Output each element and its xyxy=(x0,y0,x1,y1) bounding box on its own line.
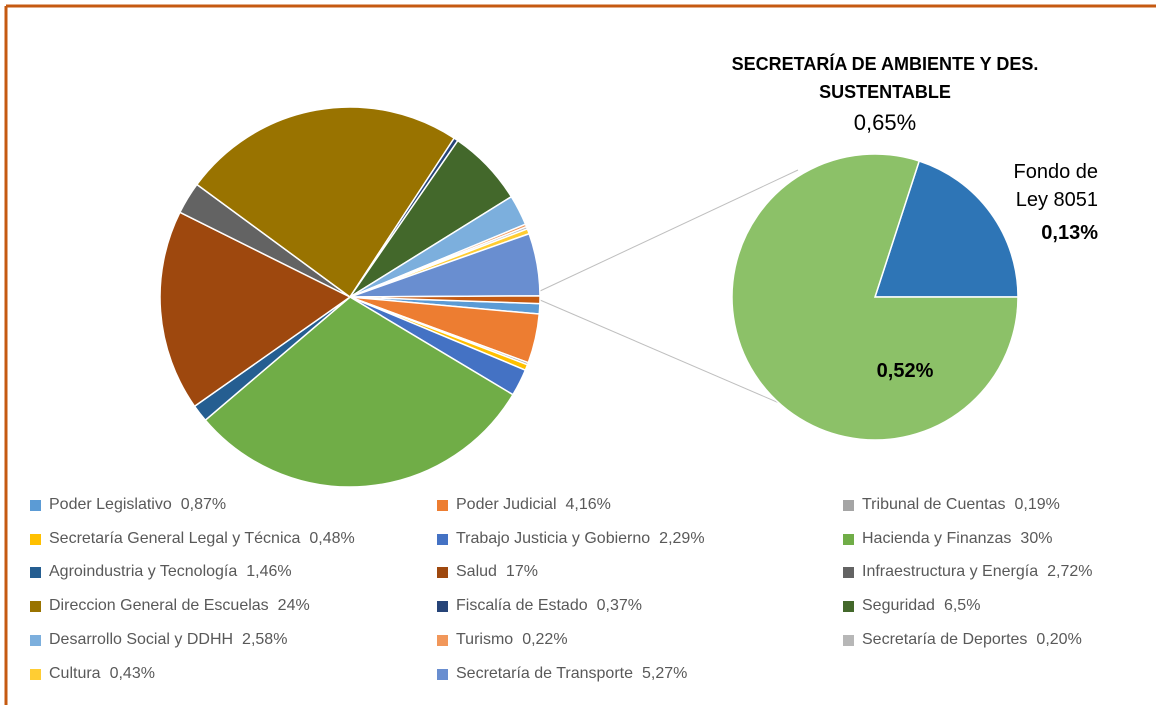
legend-item: Hacienda y Finanzas 30% xyxy=(843,530,1052,548)
legend-label: Secretaría de Deportes xyxy=(862,631,1028,648)
legend-label: Desarrollo Social y DDHH xyxy=(49,631,234,648)
legend-swatch xyxy=(30,634,41,646)
legend-value: 1,46% xyxy=(246,563,292,580)
legend-swatch xyxy=(843,600,854,612)
legend-item: Secretaría de Deportes 0,20% xyxy=(843,631,1082,649)
legend-swatch xyxy=(30,533,41,545)
legend-value: 0,19% xyxy=(1014,496,1060,513)
legend-swatch xyxy=(30,668,41,680)
legend-item: Poder Legislativo 0,87% xyxy=(30,496,226,514)
pie-slice xyxy=(195,106,456,299)
legend-value: 17% xyxy=(505,563,538,580)
legend-item: Secretaría General Legal y Técnica 0,48% xyxy=(30,530,355,548)
pie-slice xyxy=(159,211,352,408)
legend-swatch xyxy=(437,600,448,612)
legend-item: Turismo 0,22% xyxy=(437,631,568,649)
legend-swatch xyxy=(843,566,854,578)
pie-slice xyxy=(873,160,1019,298)
secondary-title: SECRETARÍA DE AMBIENTE Y DES. SUSTENTABL… xyxy=(731,54,1039,102)
legend-value: 0,87% xyxy=(180,496,227,513)
legend-label: Secretaría General Legal y Técnica xyxy=(49,530,301,547)
pie-slice xyxy=(349,295,541,305)
legend-swatch xyxy=(843,634,854,646)
legend-swatch xyxy=(437,566,448,578)
legend-label: Poder Judicial xyxy=(456,496,557,513)
legend-label: Turismo xyxy=(456,631,514,648)
legend-value: 5,27% xyxy=(641,665,688,682)
legend-item: Salud 17% xyxy=(437,563,538,581)
slice-value-label: 0,13% xyxy=(1041,222,1098,244)
legend-value: 0,43% xyxy=(109,665,155,682)
legend-item: Agroindustria y Tecnología 1,46% xyxy=(30,563,292,581)
legend-swatch xyxy=(30,566,41,578)
legend-item: Poder Judicial 4,16% xyxy=(437,496,611,514)
legend-value: 2,29% xyxy=(659,530,705,547)
legend-swatch xyxy=(30,600,41,612)
legend-value: 2,58% xyxy=(242,631,288,648)
legend-value: 4,16% xyxy=(565,496,611,513)
legend-value: 30% xyxy=(1020,530,1053,547)
legend-swatch xyxy=(30,499,41,511)
legend-label: Hacienda y Finanzas xyxy=(862,530,1012,547)
legend-swatch xyxy=(437,668,448,680)
legend-swatch xyxy=(437,533,448,545)
legend-value: 0,48% xyxy=(309,530,355,547)
pie-slice xyxy=(204,296,514,488)
legend-label: Secretaría de Transporte xyxy=(456,665,633,682)
legend-item: Infraestructura y Energía 2,72% xyxy=(843,563,1092,581)
legend-item: Seguridad 6,5% xyxy=(843,597,980,615)
legend-item: Secretaría de Transporte 5,27% xyxy=(437,665,687,683)
legend-value: 0,20% xyxy=(1036,631,1082,648)
slice-label: Fondo de Ley 8051 xyxy=(1013,161,1098,211)
legend-swatch xyxy=(843,499,854,511)
legend-label: Infraestructura y Energía xyxy=(862,563,1039,580)
connector xyxy=(539,169,799,292)
legend-item: Desarrollo Social y DDHH 2,58% xyxy=(30,631,287,649)
legend-label: Tribunal de Cuentas xyxy=(862,496,1006,513)
legend-item: Tribunal de Cuentas 0,19% xyxy=(843,496,1060,514)
legend-value: 6,5% xyxy=(943,597,981,614)
legend-label: Seguridad xyxy=(862,597,935,614)
legend-label: Agroindustria y Tecnología xyxy=(49,563,238,580)
legend-item: Trabajo Justicia y Gobierno 2,29% xyxy=(437,530,705,548)
legend-label: Direccion General de Escuelas xyxy=(49,597,269,614)
legend-value: 0,22% xyxy=(522,631,568,648)
legend-value: 0,37% xyxy=(596,597,642,614)
legend-value: 24% xyxy=(277,597,310,614)
legend-label: Fiscalía de Estado xyxy=(456,597,588,614)
slice-value-label: 0,52% xyxy=(876,360,934,382)
pie-slice xyxy=(731,153,1019,441)
connector xyxy=(539,299,801,413)
legend-value: 2,72% xyxy=(1047,563,1093,580)
legend-label: Poder Legislativo xyxy=(49,496,172,513)
secondary-total: 0,65% xyxy=(853,110,917,135)
legend-label: Salud xyxy=(456,563,497,580)
legend-swatch xyxy=(437,499,448,511)
legend-swatch xyxy=(437,634,448,646)
legend-swatch xyxy=(843,533,854,545)
legend-item: Cultura 0,43% xyxy=(30,665,155,683)
legend-label: Trabajo Justicia y Gobierno xyxy=(456,530,651,547)
legend-item: Direccion General de Escuelas 24% xyxy=(30,597,310,615)
legend-label: Cultura xyxy=(49,665,101,682)
legend-item: Fiscalía de Estado 0,37% xyxy=(437,597,642,615)
